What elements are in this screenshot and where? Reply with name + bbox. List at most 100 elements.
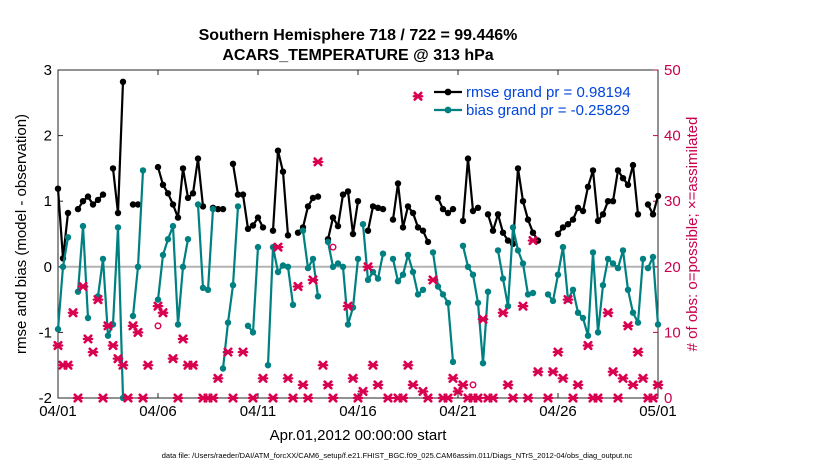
rmse-point [54, 185, 62, 192]
bias-point [299, 227, 307, 234]
rmse-point [239, 191, 247, 198]
bias-point [624, 286, 632, 293]
rmse-point [599, 211, 607, 218]
obs-assimilated-marker [247, 393, 259, 403]
bias-point [204, 286, 212, 293]
rmse-point [649, 211, 657, 218]
bias-point [464, 263, 472, 270]
x-tick-label: 04/21 [439, 403, 477, 420]
rmse-point [514, 165, 522, 172]
rmse-point [394, 180, 402, 187]
bias-point [264, 362, 272, 369]
obs-assimilated-marker [132, 327, 144, 338]
obs-assimilated-marker [347, 373, 359, 383]
x-tick-label: 04/26 [539, 403, 577, 420]
bias-point [104, 332, 112, 339]
rmse-point [314, 193, 322, 200]
rmse-point [424, 238, 432, 246]
rmse-point [594, 217, 602, 225]
obs-assimilated-marker [327, 393, 339, 403]
obs-assimilated-marker [592, 393, 604, 403]
y-tick-label-right: 40 [664, 128, 681, 145]
obs-assimilated-marker [137, 393, 149, 403]
obs-assimilated-marker [622, 321, 634, 331]
bias-line [266, 246, 295, 366]
rmse-point [84, 193, 92, 200]
rmse-point [189, 190, 197, 197]
bias-point [654, 321, 662, 328]
bias-point [129, 312, 137, 320]
bias-point [439, 291, 447, 298]
bias-point [84, 314, 92, 322]
rmse-point [274, 147, 282, 154]
obs-assimilated-marker [502, 380, 514, 390]
rmse-point [579, 207, 587, 215]
rmse-point [389, 216, 397, 223]
bias-line [547, 246, 645, 337]
rmse-point [379, 205, 387, 213]
rmse-point [134, 201, 142, 208]
bias-point [599, 282, 607, 289]
bias-point [324, 238, 332, 246]
rmse-point [304, 203, 312, 210]
legend-box [430, 78, 654, 122]
obs-assimilated-marker [582, 340, 594, 351]
bias-point [244, 322, 252, 329]
rmse-point [654, 192, 662, 200]
obs-assimilated-marker [517, 301, 529, 311]
rmse-point [339, 191, 347, 198]
rmse-point [114, 209, 122, 217]
rmse-line [156, 157, 205, 219]
bias-point [449, 358, 457, 366]
legend: rmse grand pr = 0.98194 bias grand pr = … [430, 78, 654, 122]
bias-point [569, 286, 577, 293]
rmse-point [194, 155, 202, 162]
obs-assimilated-marker [572, 380, 584, 390]
obs-assimilated-marker [402, 360, 414, 370]
y-tick-label-right: 10 [664, 324, 681, 341]
rmse-point [474, 204, 482, 211]
bias-point [229, 282, 237, 289]
y-axis-right: 0 10 20 30 40 50 [653, 62, 681, 407]
x-axis-label: Apr.01,2012 00:00:00 start [270, 427, 448, 444]
bias-point [379, 250, 387, 257]
rmse-point [434, 194, 442, 202]
bias-point [209, 205, 217, 213]
rmse-point [524, 216, 532, 223]
rmse-point [464, 155, 472, 162]
bias-point [509, 224, 517, 231]
obs-assimilated-marker [522, 393, 534, 403]
bias-point [619, 247, 627, 254]
bias-point [444, 299, 452, 307]
rmse-point [574, 204, 582, 211]
bias-point [499, 275, 507, 282]
y-tick-label-left: 1 [44, 193, 52, 210]
rmse-point [344, 188, 352, 195]
obs-assimilated-marker [557, 373, 569, 383]
obs-assimilated-marker [447, 373, 459, 383]
rmse-point [254, 214, 262, 221]
bias-point [644, 264, 652, 272]
bias-point [634, 319, 642, 326]
bias-point [434, 283, 442, 290]
rmse-point [629, 161, 637, 169]
obs-assimilated-marker [567, 393, 579, 403]
rmse-point [329, 214, 337, 221]
series-bias [54, 167, 662, 402]
obs-assimilated-marker [407, 380, 419, 390]
bias-point [519, 260, 527, 267]
obs-assimilated-marker [87, 347, 99, 357]
bias-point [394, 278, 402, 285]
bias-point [174, 321, 182, 328]
bias-point [579, 314, 587, 322]
obs-assimilated-marker [257, 373, 269, 383]
rmse-point [169, 201, 177, 208]
rmse-point [589, 167, 597, 174]
bias-point [484, 288, 492, 295]
y-axis-label-left: rmse and bias (model - observation) [13, 114, 30, 354]
obs-assimilated-marker [487, 393, 499, 403]
rmse-point [179, 165, 187, 172]
bias-point [339, 263, 347, 270]
rmse-point [609, 198, 617, 205]
